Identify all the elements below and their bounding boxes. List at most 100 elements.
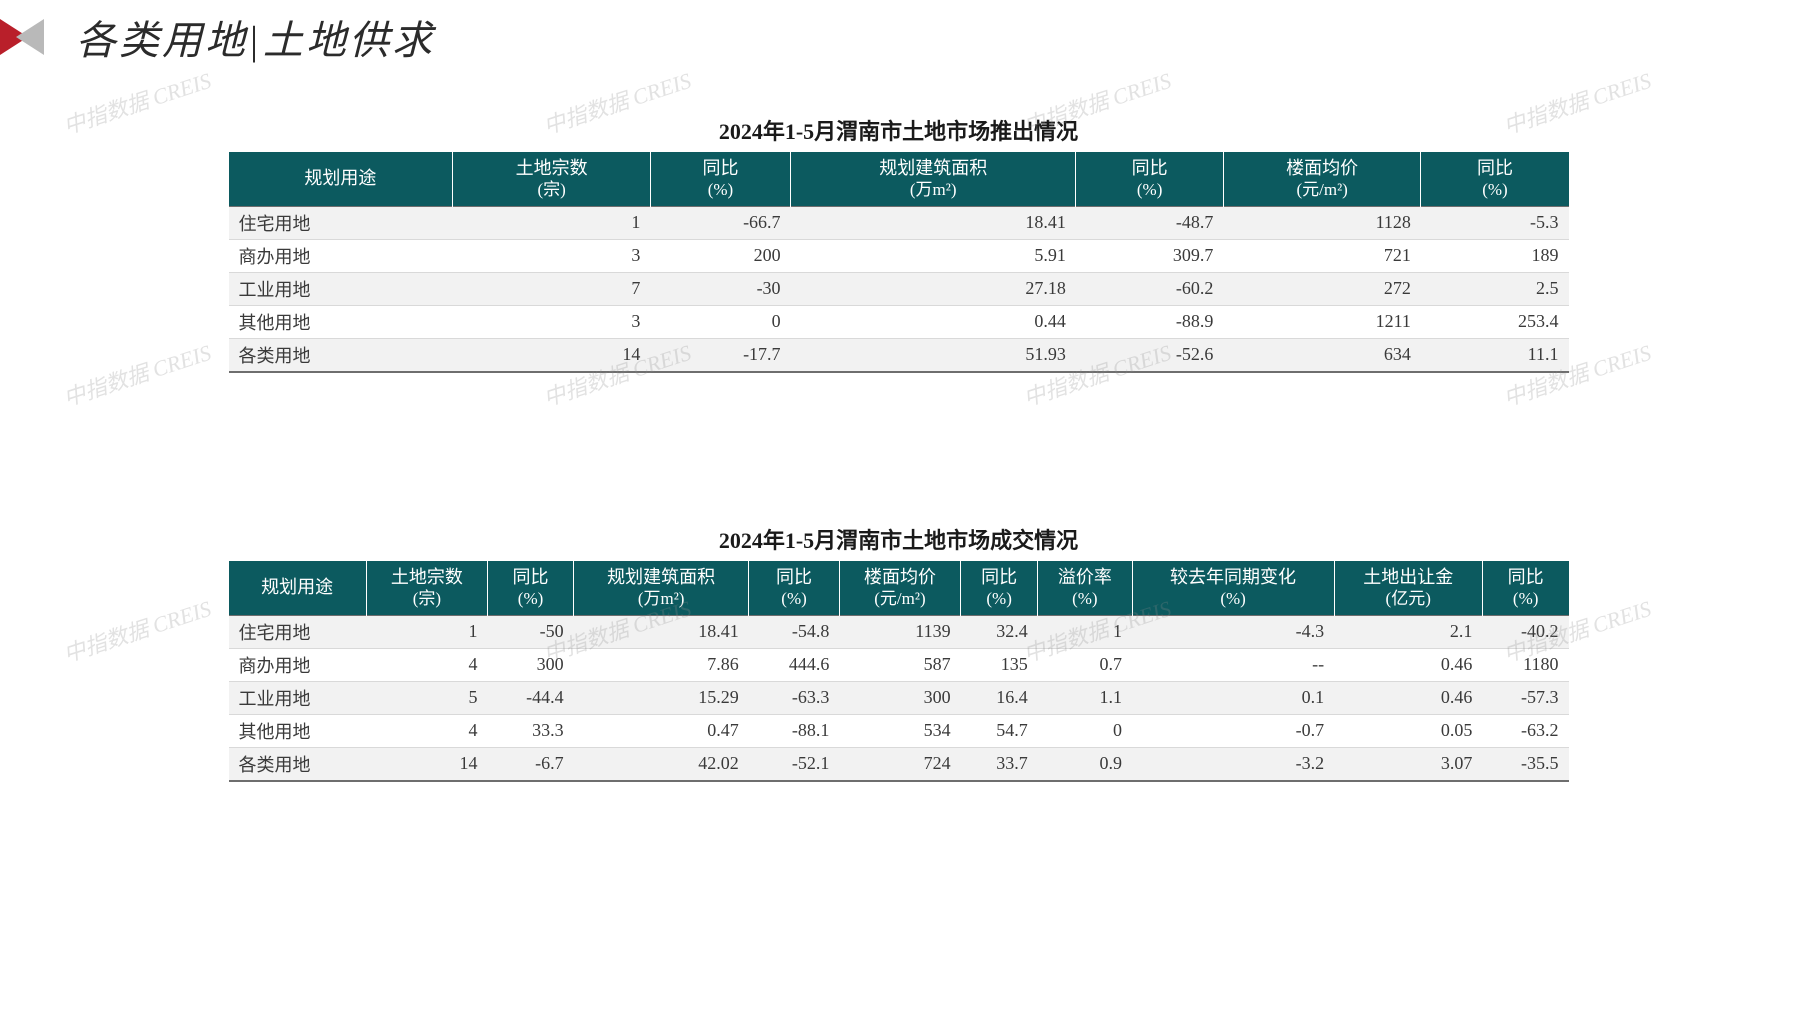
cell-value: 32.4 xyxy=(961,615,1038,648)
column-header: 规划建筑面积(万m²) xyxy=(791,152,1076,206)
column-header-line1: 土地宗数 xyxy=(516,158,588,178)
cell-value: -40.2 xyxy=(1482,615,1568,648)
column-header-line1: 同比 xyxy=(513,567,549,587)
cell-value: 1 xyxy=(366,615,487,648)
column-header: 同比(%) xyxy=(1421,152,1569,206)
cell-value: 300 xyxy=(839,681,960,714)
column-header-line2: (%) xyxy=(1080,180,1219,200)
page-header: 各类用地|土地供求 xyxy=(0,0,1797,66)
column-header-line2: (%) xyxy=(965,589,1033,609)
column-header: 同比(%) xyxy=(1482,561,1568,615)
table-row: 其他用地433.30.47-88.153454.70-0.70.05-63.2 xyxy=(229,714,1569,747)
cell-value: 18.41 xyxy=(574,615,749,648)
cell-value: 3 xyxy=(453,305,651,338)
column-header-line1: 同比 xyxy=(776,567,812,587)
cell-value: 534 xyxy=(839,714,960,747)
cell-value: 300 xyxy=(488,648,574,681)
table-header-row: 规划用途土地宗数(宗)同比(%)规划建筑面积(万m²)同比(%)楼面均价(元/m… xyxy=(229,561,1569,615)
cell-value: -88.9 xyxy=(1076,305,1224,338)
column-header: 同比(%) xyxy=(650,152,790,206)
cell-value: 16.4 xyxy=(961,681,1038,714)
title-part2: 土地供求 xyxy=(263,18,435,63)
cell-value: 1 xyxy=(1038,615,1132,648)
column-header-line2: (宗) xyxy=(371,589,483,609)
cell-value: 1128 xyxy=(1223,206,1421,239)
watermark: 中指数据 CREIS xyxy=(59,335,215,413)
column-header-line1: 规划建筑面积 xyxy=(879,158,987,178)
title-part1: 各类用地 xyxy=(76,18,248,63)
cell-value: -44.4 xyxy=(488,681,574,714)
row-label: 其他用地 xyxy=(229,714,367,747)
column-header: 楼面均价(元/m²) xyxy=(1223,152,1421,206)
title-separator: | xyxy=(248,18,263,63)
column-header: 同比(%) xyxy=(488,561,574,615)
cell-value: 1139 xyxy=(839,615,960,648)
table-row: 商办用地43007.86444.65871350.7--0.461180 xyxy=(229,648,1569,681)
column-header-line2: (万m²) xyxy=(578,589,744,609)
column-header: 规划用途 xyxy=(229,561,367,615)
cell-value: 51.93 xyxy=(791,338,1076,372)
cell-value: 1180 xyxy=(1482,648,1568,681)
cell-value: 0.1 xyxy=(1132,681,1334,714)
row-label: 各类用地 xyxy=(229,338,453,372)
cell-value: 272 xyxy=(1223,272,1421,305)
table2-title: 2024年1-5月渭南市土地市场成交情况 xyxy=(229,523,1569,555)
cell-value: 33.7 xyxy=(961,747,1038,781)
cell-value: -0.7 xyxy=(1132,714,1334,747)
column-header: 土地宗数(宗) xyxy=(366,561,487,615)
cell-value: -50 xyxy=(488,615,574,648)
column-header-line1: 规划用途 xyxy=(304,168,376,188)
column-header: 同比(%) xyxy=(1076,152,1224,206)
cell-value: 444.6 xyxy=(749,648,840,681)
column-header-line2: (万m²) xyxy=(795,180,1071,200)
column-header: 土地宗数(宗) xyxy=(453,152,651,206)
row-label: 其他用地 xyxy=(229,305,453,338)
row-label: 各类用地 xyxy=(229,747,367,781)
cell-value: -3.2 xyxy=(1132,747,1334,781)
cell-value: 7 xyxy=(453,272,651,305)
watermark: 中指数据 CREIS xyxy=(59,591,215,669)
table-row: 其他用地300.44-88.91211253.4 xyxy=(229,305,1569,338)
row-label: 工业用地 xyxy=(229,681,367,714)
cell-value: -- xyxy=(1132,648,1334,681)
row-label: 商办用地 xyxy=(229,239,453,272)
column-header-line2: (%) xyxy=(1487,589,1565,609)
cell-value: -48.7 xyxy=(1076,206,1224,239)
table1-title: 2024年1-5月渭南市土地市场推出情况 xyxy=(229,114,1569,146)
page-title: 各类用地|土地供求 xyxy=(76,8,435,66)
cell-value: 253.4 xyxy=(1421,305,1569,338)
column-header: 同比(%) xyxy=(749,561,840,615)
cell-value: -63.3 xyxy=(749,681,840,714)
cell-value: -30 xyxy=(650,272,790,305)
column-header-line1: 同比 xyxy=(1132,158,1168,178)
cell-value: 11.1 xyxy=(1421,338,1569,372)
table-row: 各类用地14-6.742.02-52.172433.70.9-3.23.07-3… xyxy=(229,747,1569,781)
column-header: 规划建筑面积(万m²) xyxy=(574,561,749,615)
column-header-line2: (元/m²) xyxy=(1228,180,1417,200)
table-row: 各类用地14-17.751.93-52.663411.1 xyxy=(229,338,1569,372)
cell-value: -88.1 xyxy=(749,714,840,747)
column-header-line2: (元/m²) xyxy=(844,589,956,609)
cell-value: 4 xyxy=(366,648,487,681)
cell-value: 42.02 xyxy=(574,747,749,781)
cell-value: 5 xyxy=(366,681,487,714)
cell-value: -6.7 xyxy=(488,747,574,781)
cell-value: 54.7 xyxy=(961,714,1038,747)
cell-value: 309.7 xyxy=(1076,239,1224,272)
row-label: 住宅用地 xyxy=(229,615,367,648)
column-header-line1: 楼面均价 xyxy=(1286,158,1358,178)
column-header: 较去年同期变化(%) xyxy=(1132,561,1334,615)
column-header-line2: (宗) xyxy=(457,180,646,200)
cell-value: 3 xyxy=(453,239,651,272)
column-header-line2: (亿元) xyxy=(1339,589,1478,609)
cell-value: 0 xyxy=(1038,714,1132,747)
column-header-line1: 土地宗数 xyxy=(391,567,463,587)
cell-value: -60.2 xyxy=(1076,272,1224,305)
cell-value: 0.46 xyxy=(1334,681,1482,714)
column-header: 规划用途 xyxy=(229,152,453,206)
cell-value: -35.5 xyxy=(1482,747,1568,781)
logo-mark xyxy=(0,19,56,55)
cell-value: 0 xyxy=(650,305,790,338)
column-header: 同比(%) xyxy=(961,561,1038,615)
supply-table: 规划用途土地宗数(宗)同比(%)规划建筑面积(万m²)同比(%)楼面均价(元/m… xyxy=(229,152,1569,373)
